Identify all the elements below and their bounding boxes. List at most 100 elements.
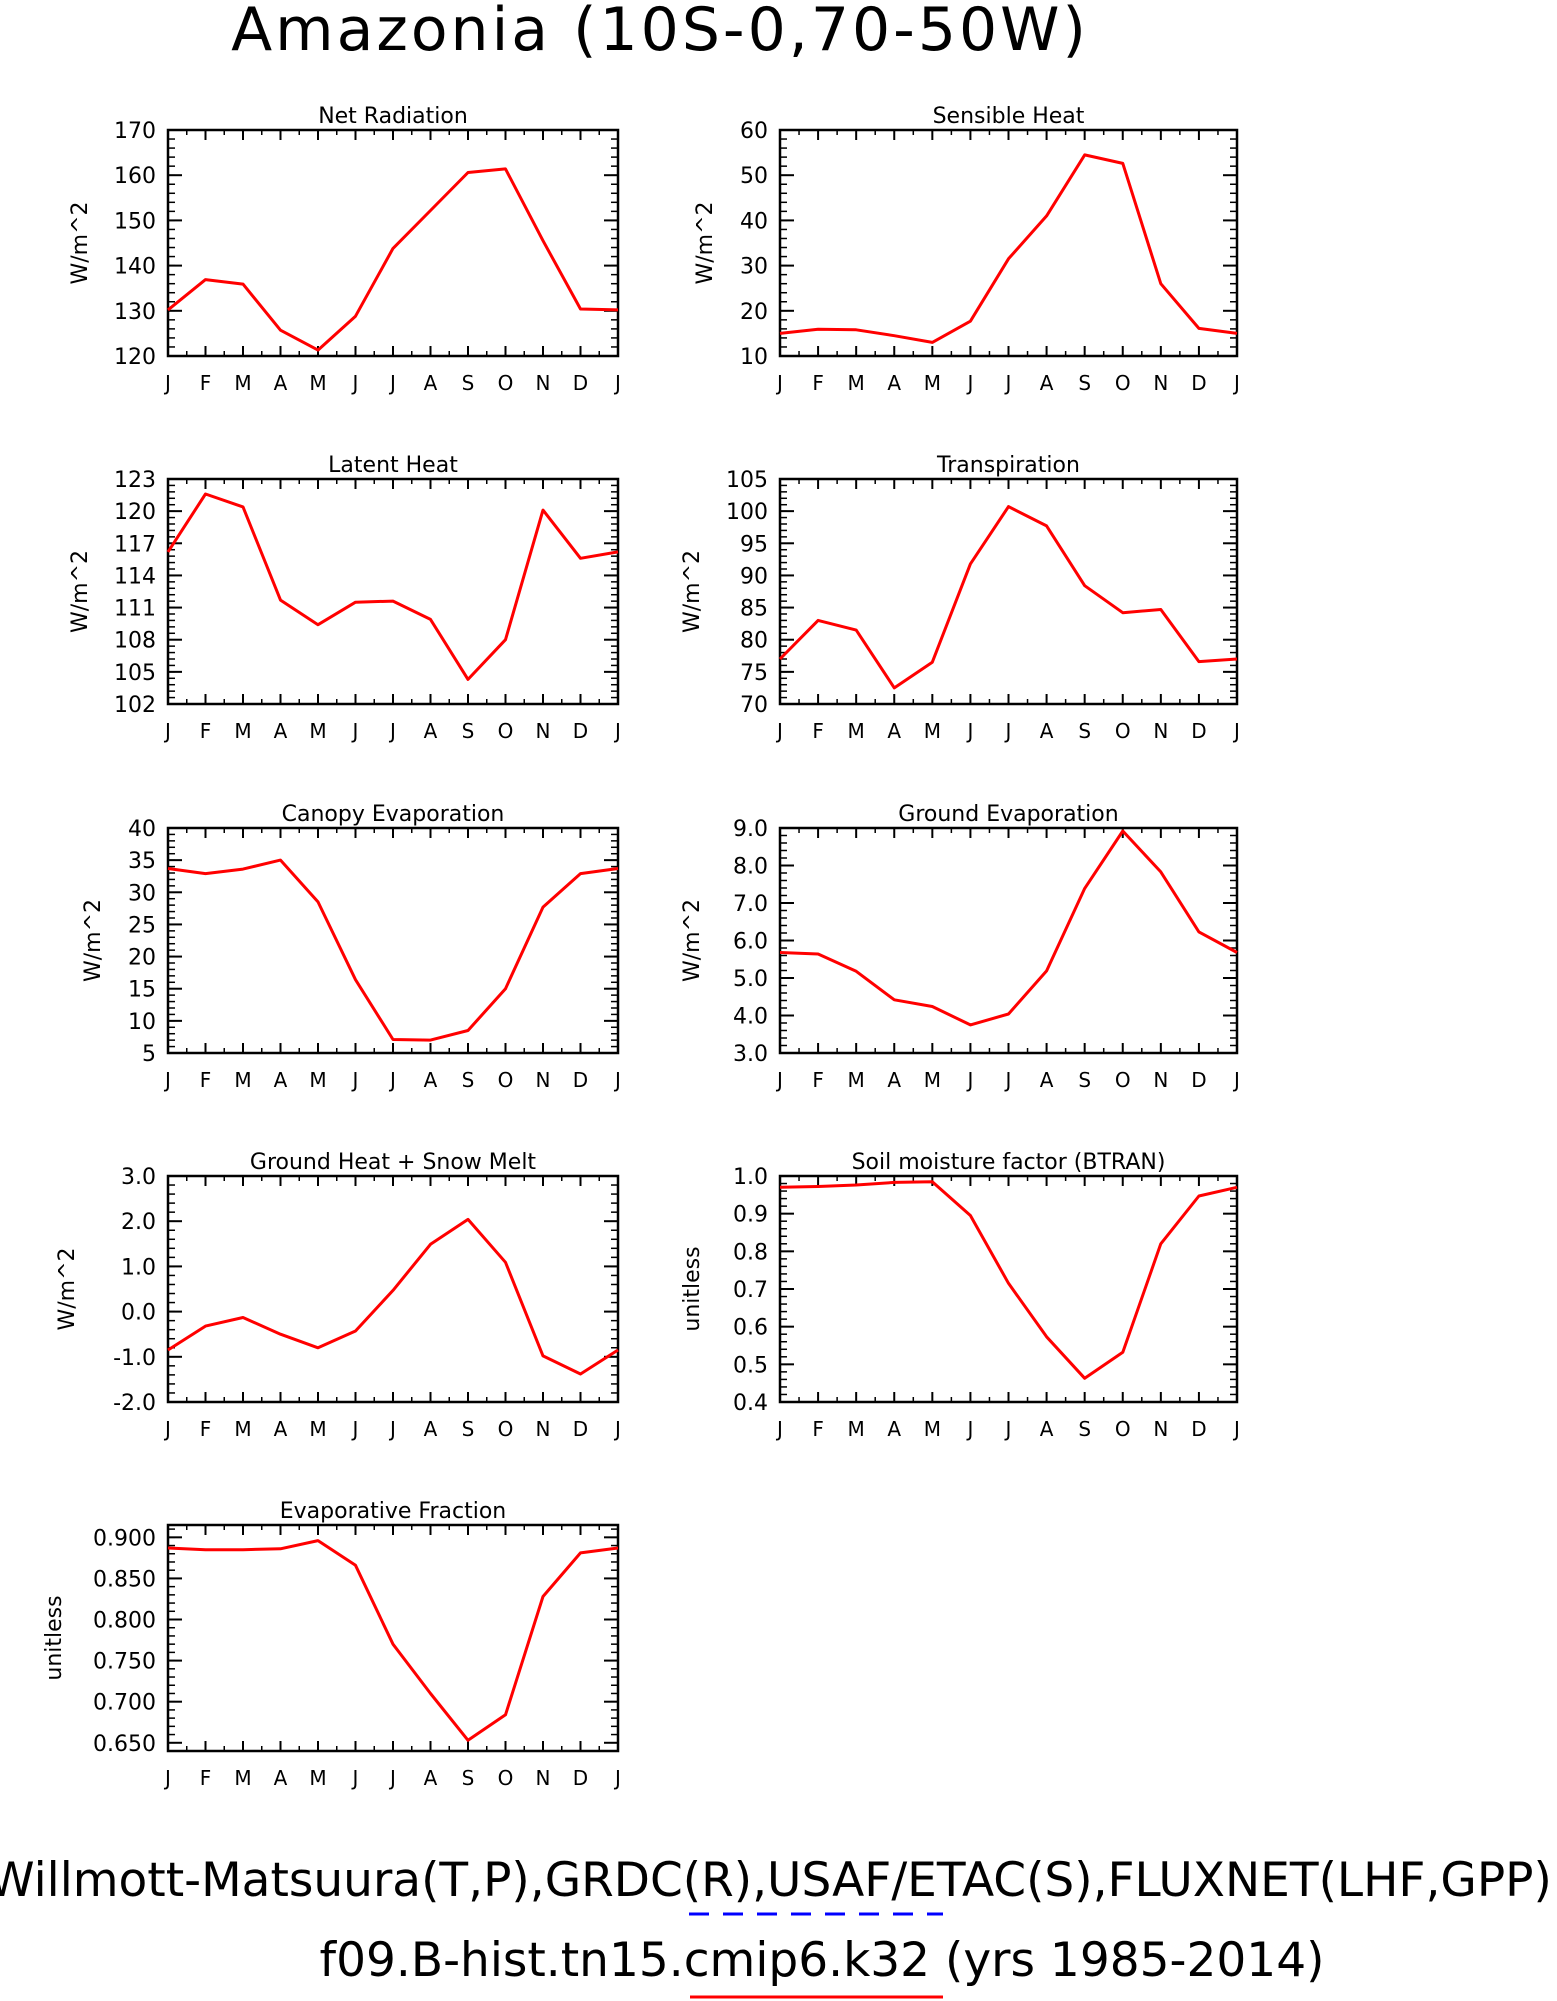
x-tick-label: N [536,719,551,743]
x-tick-label: N [1153,1417,1168,1441]
x-tick-label: F [812,1417,824,1441]
x-tick-label: D [1191,371,1206,395]
x-tick-label: A [274,1417,288,1441]
x-tick-label: F [200,1766,212,1790]
x-tick-label: F [200,1417,212,1441]
y-tick-label: 0.5 [733,1353,768,1378]
series-line [778,505,1238,690]
x-tick-label: A [1040,719,1054,743]
x-tick-label: J [388,1417,396,1441]
panel-title: Evaporative Fraction [280,1499,506,1524]
y-tick-label: 4.0 [733,1005,768,1030]
x-tick-label: F [200,719,212,743]
x-tick-label: A [1040,371,1054,395]
y-tick-label: 130 [114,300,156,325]
y-tick-label: 10 [128,1010,156,1035]
x-tick-label: D [1191,719,1206,743]
y-tick-label: 70 [740,693,768,718]
y-tick-label: 40 [740,209,768,234]
panel-title: Transpiration [936,453,1080,478]
series-line [167,858,619,1042]
series-line [167,1539,619,1742]
x-tick-label: M [234,1766,251,1790]
y-tick-label: 30 [740,255,768,280]
x-tick-label: J [613,719,621,743]
x-tick-label: S [462,1766,475,1790]
x-tick-label: J [163,719,171,743]
y-tick-label: 35 [128,849,156,874]
x-tick-label: M [924,371,941,395]
x-tick-label: S [1078,371,1091,395]
x-tick-label: S [1078,719,1091,743]
x-tick-label: O [1115,719,1131,743]
x-tick-label: J [163,1068,171,1092]
x-tick-label: J [965,719,973,743]
x-tick-label: J [965,1068,973,1092]
x-tick-label: M [234,371,251,395]
y-tick-label: -2.0 [113,1391,156,1416]
plot-frame [166,477,620,706]
panel-title: Canopy Evaporation [282,802,505,827]
x-tick-label: N [536,1417,551,1441]
x-tick-label: J [388,719,396,743]
x-tick-label: M [234,1068,251,1092]
x-tick-label: J [351,1068,359,1092]
x-tick-label: J [775,719,783,743]
y-tick-label: 150 [114,209,156,234]
y-axis-label: W/m^2 [68,550,93,633]
y-tick-label: 114 [114,564,156,589]
y-axis-label: unitless [680,1246,705,1331]
x-tick-label: A [424,1417,438,1441]
x-tick-label: M [848,1068,865,1092]
plot-frame [778,477,1239,706]
x-tick-label: F [812,371,824,395]
y-tick-label: 105 [726,468,768,493]
x-tick-label: A [274,1068,288,1092]
x-tick-label: S [462,371,475,395]
y-tick-label: 9.0 [733,817,768,842]
y-tick-label: 105 [114,661,156,686]
x-tick-label: D [573,1417,588,1441]
y-tick-label: 2.0 [121,1210,156,1235]
y-tick-label: 170 [114,119,156,144]
x-tick-label: O [1115,371,1131,395]
x-tick-label: M [234,719,251,743]
y-axis-label: W/m^2 [55,1247,80,1330]
x-tick-label: O [498,719,514,743]
panel-transpiration: J F M A M J J A S O N D J707580859095100105Transpira… [680,453,1240,743]
plot-frame [166,826,620,1055]
x-tick-label: D [573,1766,588,1790]
x-tick-label: O [498,371,514,395]
y-tick-label: 5 [142,1042,156,1067]
x-tick-label: O [498,1766,514,1790]
x-tick-label: M [924,719,941,743]
y-tick-label: 0.800 [93,1609,156,1634]
x-tick-label: A [424,371,438,395]
x-tick-label: F [200,371,212,395]
y-tick-label: 10 [740,345,768,370]
series-line [779,153,1238,344]
plot-frame [778,826,1239,1055]
y-axis-label: W/m^2 [693,201,718,284]
y-tick-label: 30 [128,881,156,906]
x-tick-label: J [775,371,783,395]
y-axis-label: W/m^2 [81,899,106,982]
x-tick-label: O [498,1417,514,1441]
y-tick-label: 20 [128,946,156,971]
panel-latent-heat: J F M A M J J A S O N D J102105108111114117120123Lat… [68,453,621,743]
x-tick-label: J [1232,371,1240,395]
x-tick-label: J [775,1068,783,1092]
y-tick-label: 0.8 [733,1240,768,1265]
x-tick-label: N [536,371,551,395]
x-tick-label: N [1153,1068,1168,1092]
y-axis-label: W/m^2 [680,899,705,982]
x-tick-label: A [887,719,901,743]
x-tick-label: S [1078,1417,1091,1441]
y-tick-label: 111 [114,597,156,622]
x-tick-label: A [274,371,288,395]
x-tick-label: D [1191,1068,1206,1092]
y-tick-label: 15 [128,978,156,1003]
